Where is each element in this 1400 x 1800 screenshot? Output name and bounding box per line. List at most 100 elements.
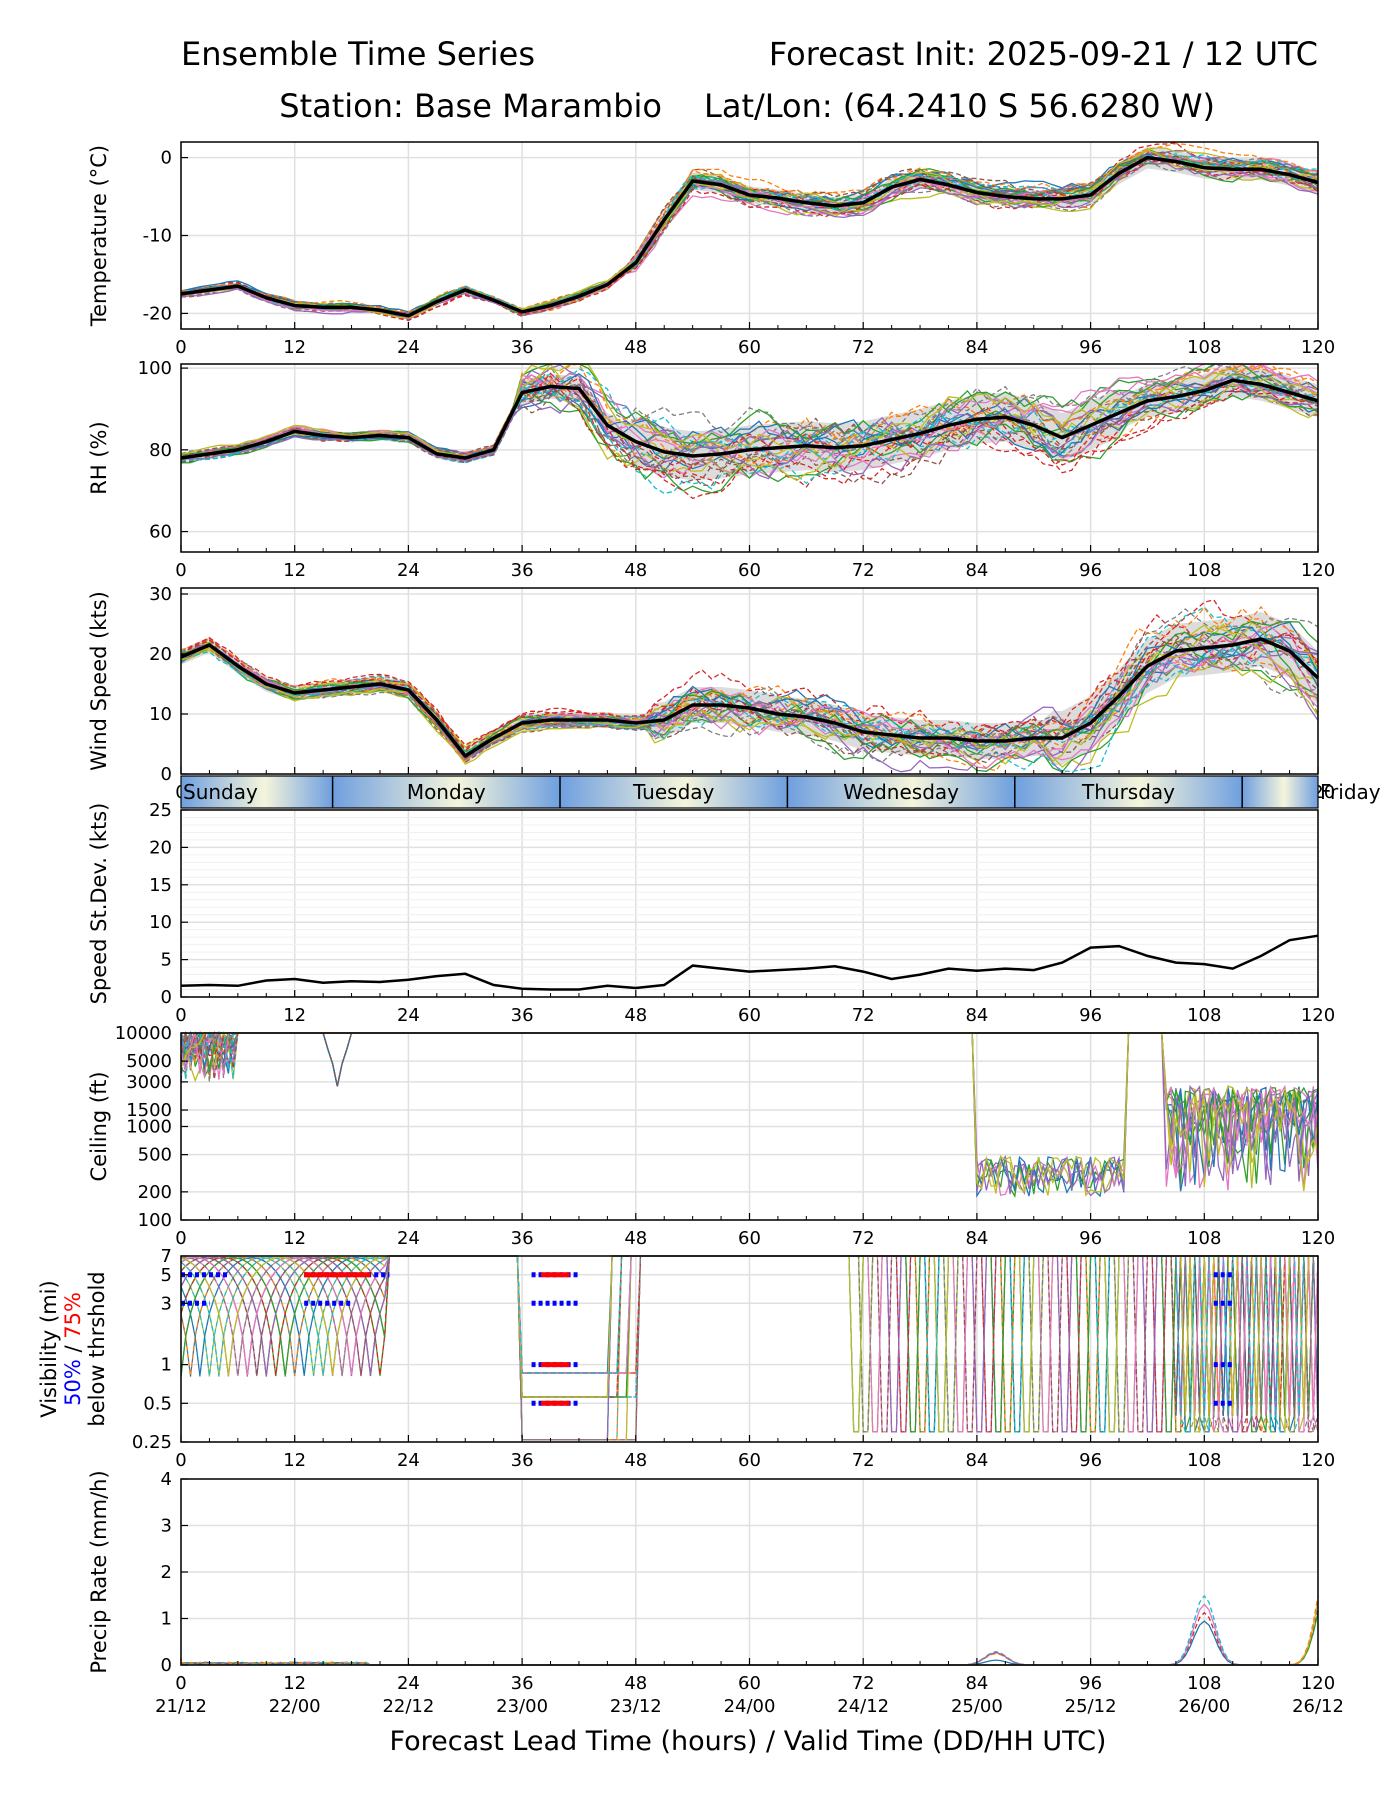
x-tick-label: 96	[1079, 560, 1102, 581]
x-tick-label: 120	[1301, 1450, 1335, 1471]
x-tick-label: 0	[175, 560, 186, 581]
x-tick-label: 72	[852, 560, 875, 581]
stdev-line	[180, 934, 1319, 991]
panel-rh: 0 12 24 36 48 60 72 84 96 108 120 100 80 60 RH (%)	[87, 358, 1335, 581]
x-tick-label: 120	[1301, 1228, 1335, 1249]
x-tick-label: 108	[1187, 560, 1221, 581]
y-tick-label: 100	[138, 358, 172, 379]
y-tick-label: 3000	[126, 1072, 172, 1093]
y-tick-label: 0	[161, 1655, 172, 1676]
x-tick-label: 60	[738, 1450, 761, 1471]
day-label: Thursday	[1081, 780, 1175, 804]
valid-time-label: 21/12	[155, 1696, 207, 1717]
panel-precip-rate: 0 12 24 36 48 60 72 84 96 108 120 4 3 2 1 0 Precip Rate …	[87, 1469, 1335, 1694]
y-tick-label: 4	[161, 1469, 172, 1490]
x-tick-label: 24	[397, 337, 420, 358]
y-tick-label: 10	[149, 704, 172, 725]
y-tick-label: 20	[149, 644, 172, 665]
y-tick-label: 1000	[126, 1117, 172, 1138]
day-band-segment	[787, 776, 1015, 808]
day-band-segment	[560, 776, 788, 808]
member-line	[180, 605, 1319, 754]
x-tick-label: 84	[965, 1005, 988, 1026]
member-line	[180, 647, 1319, 772]
y-tick-label: 5000	[126, 1051, 172, 1072]
valid-time-label: 25/00	[951, 1696, 1003, 1717]
x-tick-label: 12	[283, 337, 306, 358]
x-tick-label: 0	[175, 1228, 186, 1249]
y-tick-label: 25	[149, 800, 172, 821]
y-tick-label: 0	[161, 764, 172, 785]
y-tick-label: 15	[149, 875, 172, 896]
x-tick-label: 120	[1301, 1005, 1335, 1026]
y-tick-label: 3	[161, 1516, 172, 1537]
ensemble-mean-line	[180, 637, 1320, 758]
member-line	[180, 608, 1319, 757]
y-tick-label: 5	[161, 950, 172, 971]
member-line	[180, 373, 1319, 460]
x-tick-label: 24	[397, 1673, 420, 1694]
y-tick-label: 30	[149, 584, 172, 605]
x-tick-label: 24	[397, 560, 420, 581]
x-tick-label: 72	[852, 1228, 875, 1249]
valid-time-label: 24/12	[837, 1696, 889, 1717]
member-line	[180, 624, 1319, 762]
y-tick-label: 1	[161, 1355, 172, 1376]
y-tick-label: 20	[149, 837, 172, 858]
x-tick-label: 12	[283, 1450, 306, 1471]
x-tick-label: 120	[1301, 1673, 1335, 1694]
x-tick-label: 108	[1187, 337, 1221, 358]
title-left: Ensemble Time Series	[181, 35, 535, 73]
ensemble-mean-line	[180, 378, 1319, 460]
x-tick-label: 96	[1079, 1673, 1102, 1694]
y-tick-label: 10000	[115, 1023, 172, 1044]
y-tick-label: 2	[161, 1562, 172, 1583]
y-tick-label: 100	[138, 1210, 172, 1231]
day-band-segment	[181, 776, 333, 808]
x-axis-label: Forecast Lead Time (hours) / Valid Time …	[390, 1726, 1107, 1757]
y-tick-label: 1	[161, 1609, 172, 1630]
x-tick-label: 120	[1301, 337, 1335, 358]
x-tick-label: 48	[624, 1228, 647, 1249]
x-tick-label: 96	[1079, 1450, 1102, 1471]
x-tick-label: 36	[511, 1005, 534, 1026]
ensemble-mean-line	[180, 155, 1319, 318]
y-tick-label: -10	[143, 226, 172, 247]
x-tick-label: 12	[283, 1673, 306, 1694]
x-tick-label: 72	[852, 1673, 875, 1694]
x-tick-label: 36	[511, 1450, 534, 1471]
day-label: Friday	[1320, 780, 1381, 804]
panel-visibility: 0 12 24 36 48 60 72 84 96 108 120 75 3 1 0.5 0.25 Visibi…	[37, 1246, 1335, 1471]
x-tick-label: 48	[624, 1005, 647, 1026]
legend-separator: /	[61, 1339, 85, 1359]
day-label: Monday	[407, 780, 486, 804]
x-tick-label: 12	[283, 1005, 306, 1026]
y-tick-label: 10	[149, 912, 172, 933]
x-tick-label: 84	[965, 1673, 988, 1694]
day-band-frame	[180, 775, 1319, 809]
valid-time-label: 22/00	[269, 1696, 321, 1717]
member-line	[180, 631, 1319, 764]
valid-time-label: 25/12	[1065, 1696, 1117, 1717]
x-tick-label: 108	[1187, 1228, 1221, 1249]
x-tick-label: 36	[511, 337, 534, 358]
y-tick-label: 5	[161, 1265, 172, 1286]
y-tick-label: 80	[149, 440, 172, 461]
y-axis-label: RH (%)	[87, 421, 111, 494]
valid-time-label: 24/00	[724, 1696, 776, 1717]
x-tick-label: 60	[738, 560, 761, 581]
station-label: Station: Base Marambio	[279, 87, 662, 125]
x-tick-label: 36	[511, 1673, 534, 1694]
y-axis-label: Ceiling (ft)	[87, 1071, 111, 1181]
valid-time-label: 26/00	[1178, 1696, 1230, 1717]
y-tick-label: 0	[161, 148, 172, 169]
member-line	[180, 621, 1319, 749]
x-tick-label: 108	[1187, 1673, 1221, 1694]
member-line	[180, 641, 1319, 764]
y-axis-label-thresholds: 50% / 75%	[61, 1292, 85, 1406]
x-tick-label: 24	[397, 1005, 420, 1026]
legend-50-percent: 50%	[61, 1359, 85, 1406]
y-axis-label: Temperature (°C)	[87, 145, 111, 327]
x-tick-label: 108	[1187, 1450, 1221, 1471]
member-line	[180, 370, 1319, 470]
